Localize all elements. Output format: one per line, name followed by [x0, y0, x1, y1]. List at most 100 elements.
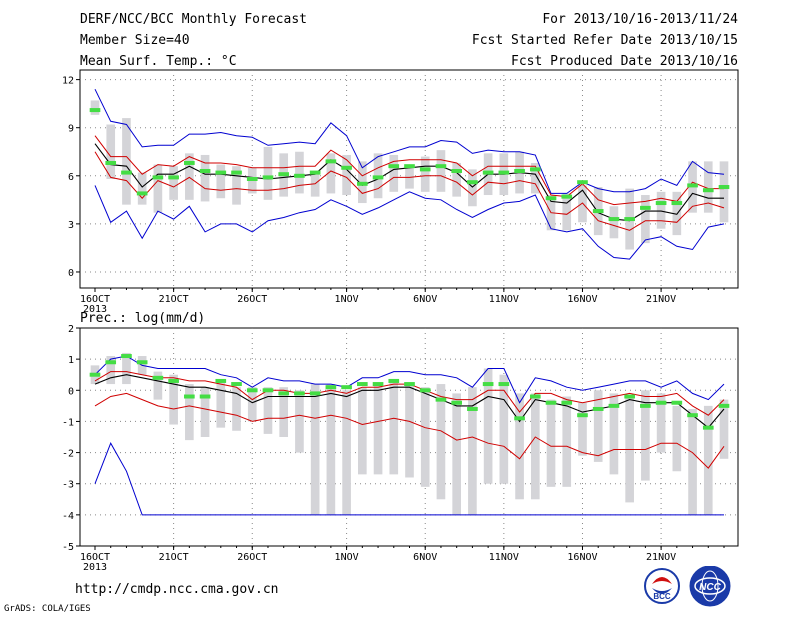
ncc-logo-text: NCC	[699, 582, 721, 593]
temp-marker	[451, 168, 462, 173]
temp-range-bar	[420, 156, 430, 192]
precip-ytick-label: -1	[62, 417, 74, 428]
precip-range-bar	[641, 390, 650, 481]
precip-marker	[89, 372, 101, 377]
temp-marker	[561, 194, 573, 199]
temp-range-bar	[389, 154, 399, 192]
temp-xtick-label: 16OCT	[80, 294, 110, 305]
temp-marker	[388, 164, 400, 169]
temp-range-bar	[106, 124, 116, 179]
precip-line-p25	[94, 392, 725, 469]
temp-marker	[309, 170, 321, 175]
precip-range-bar	[342, 390, 351, 515]
precip-marker	[624, 394, 635, 399]
temp-range-bar	[122, 118, 131, 205]
temp-range-bar	[216, 164, 226, 199]
temp-marker	[577, 180, 588, 185]
precip-line-max	[94, 355, 725, 404]
precip-marker	[105, 360, 117, 365]
temp-marker	[215, 170, 227, 175]
precip-marker	[262, 388, 274, 393]
temp-marker	[655, 201, 667, 206]
ncc-logo: NCC	[689, 566, 731, 607]
precip-marker	[702, 425, 714, 430]
precip-range-bar	[106, 356, 116, 385]
precip-range-bar	[185, 384, 194, 441]
precip-marker	[309, 391, 321, 396]
temp-xtick-label: 21NOV	[646, 294, 676, 305]
temp-range-bar	[452, 162, 461, 197]
precip-marker	[215, 378, 227, 383]
precip-range-bar	[389, 380, 399, 475]
temp-line-min	[94, 185, 725, 260]
precip-range-bar	[452, 393, 461, 515]
precip-range-bar	[656, 393, 666, 453]
precip-range-bar	[358, 387, 367, 475]
temp-marker	[136, 191, 148, 196]
precip-range-bar	[593, 390, 603, 462]
temp-range-bar	[153, 164, 163, 213]
chart-title: DERF/NCC/BCC Monthly Forecast	[80, 12, 307, 27]
precip-marker	[608, 403, 620, 408]
temp-marker	[341, 165, 352, 170]
temp-line-p25	[94, 151, 725, 231]
temp-range-bar	[656, 191, 666, 229]
temp-range-bar	[703, 161, 713, 213]
forecast-period: For 2013/10/16-2013/11/24	[542, 12, 738, 27]
temp-range-bar	[169, 166, 178, 200]
precip-marker	[152, 375, 164, 380]
precip-range-bar	[326, 384, 336, 515]
precip-ytick-label: 0	[68, 386, 74, 397]
produced-date: Fcst Produced Date 2013/10/16	[511, 54, 738, 69]
precip-range-bar	[719, 399, 729, 459]
precip-marker	[451, 400, 462, 405]
precip-range-bar	[122, 352, 131, 385]
precip-marker	[184, 394, 195, 399]
temp-range-bar	[263, 146, 273, 200]
temp-marker	[404, 164, 415, 169]
precip-range-bar	[279, 387, 289, 437]
temp-range-bar	[137, 172, 147, 205]
precip-xtick-label: 16OCT	[80, 552, 110, 563]
temp-xtick-label: 21OCT	[159, 294, 189, 305]
precip-marker	[294, 391, 305, 396]
precip-line-mean	[94, 374, 725, 429]
precip-xtick-label: 21OCT	[159, 552, 189, 563]
temp-marker	[372, 175, 384, 180]
precip-marker	[325, 385, 337, 390]
temp-range-bar	[295, 151, 304, 194]
precip-range-bar	[515, 393, 524, 500]
temp-range-bar	[562, 193, 572, 231]
precip-range-bar	[169, 374, 178, 425]
source-url[interactable]: http://cmdp.ncc.cma.gov.cn	[75, 582, 279, 597]
precip-range-bar	[247, 387, 257, 422]
temp-range-bar	[342, 154, 351, 196]
temp-marker	[482, 170, 494, 175]
temp-marker	[592, 209, 604, 214]
precip-range-bar	[200, 387, 210, 437]
precip-marker	[231, 382, 242, 387]
header-right: For 2013/10/16-2013/11/24 Fcst Started R…	[472, 9, 738, 72]
precip-marker	[671, 400, 683, 405]
temp-range-bar	[232, 166, 241, 205]
precip-xtick-label: 11NOV	[489, 552, 519, 563]
temp-range-bar	[609, 206, 619, 239]
precip-marker	[655, 400, 667, 405]
temp-marker	[718, 185, 730, 190]
temp-marker	[105, 160, 117, 165]
bcc-logo-text: BCC	[653, 592, 671, 601]
temp-marker	[184, 160, 195, 165]
precip-line-min	[94, 442, 724, 516]
temp-marker	[514, 168, 525, 173]
temp-marker	[152, 175, 164, 180]
temp-marker	[687, 183, 698, 188]
precip-marker	[640, 403, 651, 408]
precip-xtick-label: 26OCT	[237, 552, 267, 563]
precip-marker	[419, 388, 431, 393]
temp-xtick-label: 6NOV	[413, 294, 437, 305]
start-date: Fcst Started Refer Date 2013/10/15	[471, 33, 738, 48]
temp-ytick-label: 3	[68, 220, 74, 231]
temp-marker	[498, 170, 510, 175]
temp-marker	[419, 167, 431, 172]
